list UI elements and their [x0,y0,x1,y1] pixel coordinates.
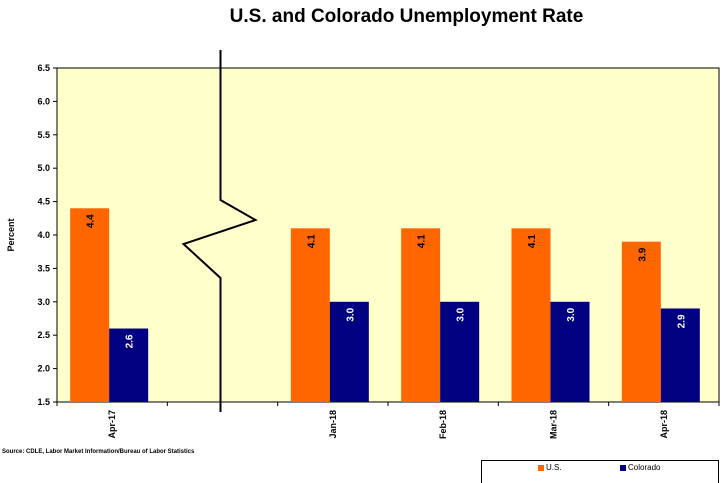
legend-swatch-us [538,464,544,471]
bar-us [70,208,110,402]
bar-us [401,228,441,402]
y-tick-label: 4.0 [37,230,50,240]
bar-colorado [660,308,700,402]
plot-area [56,67,720,403]
y-tick-label: 2.5 [37,330,50,340]
bar-colorado [550,301,590,402]
bar-us [290,228,330,402]
y-tick-label: 3.0 [37,297,50,307]
legend: U.S. Colorado [481,460,719,483]
y-tick-label: 4.5 [37,197,50,207]
legend-item-colorado: Colorado [620,463,660,472]
source-note: Source: CDLE, Labor Market Information/B… [2,449,195,455]
bar-colorado [109,328,149,402]
data-label-colorado: 3.0 [456,307,467,321]
y-tick-label: 3.5 [37,263,50,273]
axis-break-marker [181,50,258,412]
data-label-us: 4.1 [527,234,538,248]
legend-label-us: U.S. [546,463,562,472]
data-label-colorado: 2.9 [676,314,687,328]
data-label-colorado: 2.6 [125,334,136,348]
y-tick-label: 2.0 [37,364,50,374]
bar-colorado [329,301,369,402]
bar-us [621,241,661,402]
data-label-us: 4.1 [417,234,428,248]
legend-swatch-colorado [620,464,626,471]
data-label-us: 4.1 [306,234,317,248]
y-tick-label: 6.0 [37,96,50,106]
legend-item-us: U.S. [538,463,562,472]
y-tick-label: 5.0 [37,163,50,173]
y-axis-label: Percent [6,218,16,251]
data-label-colorado: 3.0 [345,307,356,321]
chart-title: U.S. and Colorado Unemployment Rate [229,6,584,27]
bar-us [511,228,551,402]
y-tick-label: 5.5 [37,130,50,140]
legend-label-colorado: Colorado [628,463,661,472]
data-label-us: 4.4 [86,214,97,228]
x-tick-label: Jan-18 [328,410,338,439]
x-tick-label: Apr-18 [659,410,669,439]
x-tick-label: Apr-17 [107,410,117,439]
x-tick-label: Mar-18 [549,410,559,439]
y-tick-label: 6.5 [37,63,50,73]
bar-colorado [440,301,480,402]
data-label-colorado: 3.0 [566,307,577,321]
x-tick-label: Feb-18 [438,410,448,439]
data-label-us: 3.9 [637,247,648,261]
y-tick-label: 1.5 [37,397,50,407]
